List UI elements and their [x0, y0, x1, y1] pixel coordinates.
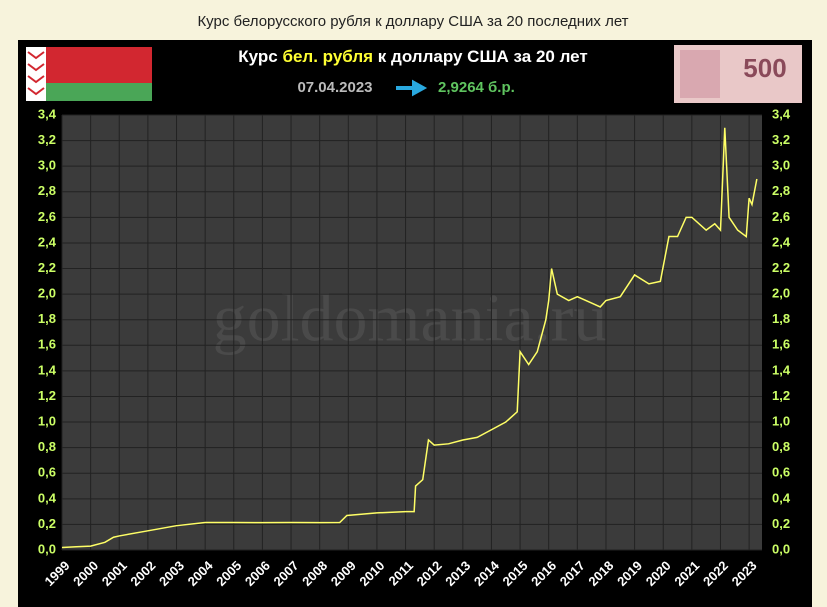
- y-tick-label: 3,2: [38, 132, 56, 147]
- flag: [26, 47, 152, 101]
- y2-tick-label: 2,6: [772, 209, 790, 224]
- y-tick-label: 0,0: [38, 541, 56, 556]
- y2-tick-label: 3,0: [772, 158, 790, 173]
- title-highlight: бел. рубля: [282, 47, 373, 66]
- watermark: goldomania.ru: [213, 280, 608, 356]
- y2-tick-label: 0,2: [772, 516, 790, 531]
- y2-tick-label: 0,0: [772, 541, 790, 556]
- y-tick-label: 0,8: [38, 439, 56, 454]
- series-line: [61, 127, 758, 549]
- y-tick-label: 2,2: [38, 260, 56, 275]
- y2-tick-label: 1,8: [772, 311, 790, 326]
- y2-tick-label: 1,6: [772, 337, 790, 352]
- banknote-text: 500: [743, 53, 786, 83]
- y-tick-label: 2,6: [38, 209, 56, 224]
- y-tick-label: 3,4: [38, 106, 57, 121]
- y2-tick-label: 3,4: [772, 106, 791, 121]
- page-title: Курс белорусского рубля к доллару США за…: [197, 13, 628, 30]
- arrow: [396, 79, 428, 97]
- y2-tick-label: 1,0: [772, 413, 790, 428]
- plot-area: [62, 115, 762, 550]
- current-value: 2,9264 б.р.: [438, 79, 515, 96]
- y-tick-label: 1,8: [38, 311, 56, 326]
- y-tick-label: 0,4: [38, 490, 57, 505]
- y-tick-label: 0,6: [38, 465, 56, 480]
- y2-tick-label: 2,2: [772, 260, 790, 275]
- y2-tick-label: 2,0: [772, 286, 790, 301]
- y-tick-label: 2,0: [38, 286, 56, 301]
- panel-title: Курс бел. рубля к доллару США за 20 лет: [238, 47, 587, 66]
- y-tick-label: 1,2: [38, 388, 56, 403]
- y2-tick-label: 0,6: [772, 465, 790, 480]
- y2-tick-label: 1,2: [772, 388, 790, 403]
- y2-tick-label: 0,8: [772, 439, 790, 454]
- y-tick-label: 3,0: [38, 158, 56, 173]
- y2-tick-label: 1,4: [772, 362, 791, 377]
- y-tick-label: 1,4: [38, 362, 57, 377]
- title-part: к доллару США за 20 лет: [373, 47, 588, 66]
- y2-tick-label: 0,4: [772, 490, 791, 505]
- y2-tick-label: 3,2: [772, 132, 790, 147]
- y-tick-label: 2,8: [38, 183, 56, 198]
- title-part: Курс: [238, 47, 282, 66]
- y-tick-label: 1,0: [38, 413, 56, 428]
- date: 07.04.2023: [297, 79, 372, 96]
- y-tick-label: 2,4: [38, 234, 57, 249]
- y2-tick-label: 2,8: [772, 183, 790, 198]
- y-tick-label: 1,6: [38, 337, 56, 352]
- banknote: 500: [674, 45, 802, 103]
- y2-tick-label: 2,4: [772, 234, 791, 249]
- y-tick-label: 0,2: [38, 516, 56, 531]
